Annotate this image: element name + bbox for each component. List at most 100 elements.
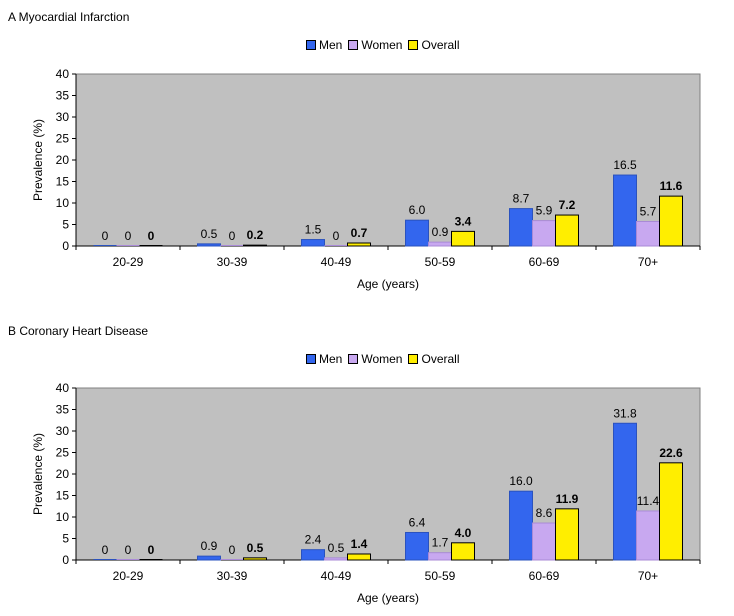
- bar-men-30-39: [197, 243, 221, 247]
- bar-overall-40-49: [347, 242, 371, 247]
- chart-myocardial-infarction: 0 5 10 15 20 25 30 35 40 0 0 0 20-29 0.5 0 0.2 30-39 1.5 0…: [0, 0, 734, 300]
- legend-label-overall: Overall: [421, 38, 460, 52]
- value-label-men-20-29: 0: [102, 229, 109, 243]
- value-label-overall-20-29: 0: [148, 229, 155, 243]
- legend-swatch-men: [306, 354, 316, 364]
- bar-women-40-49: [324, 557, 348, 561]
- chart-a-legend: Men Women Overall: [306, 38, 466, 52]
- x-axis-title: Age (years): [357, 591, 419, 605]
- value-label-men-70: 31.8: [613, 406, 637, 420]
- bar-men-30-39: [197, 555, 221, 561]
- value-label-men-60-69: 8.7: [513, 192, 530, 206]
- plot-area: [75, 387, 701, 561]
- y-tick-label: 5: [62, 532, 69, 546]
- value-label-overall-50-59: 4.0: [455, 526, 472, 540]
- value-label-women-70: 5.7: [640, 204, 657, 218]
- y-tick-label: 40: [56, 381, 70, 395]
- bar-women-60-69: [532, 522, 556, 561]
- value-label-women-30-39: 0: [229, 543, 236, 557]
- value-label-overall-40-49: 1.4: [351, 537, 368, 551]
- y-tick-label: 20: [56, 153, 70, 167]
- bar-overall-60-69: [555, 508, 579, 561]
- legend-item-overall: Overall: [408, 352, 460, 366]
- value-label-women-40-49: 0: [333, 229, 340, 243]
- x-tick-label-40-49: 40-49: [321, 569, 352, 583]
- value-label-women-70: 11.4: [637, 494, 660, 508]
- value-label-overall-20-29: 0: [148, 543, 155, 557]
- value-label-women-50-59: 1.7: [432, 536, 449, 550]
- legend-item-women: Women: [348, 352, 402, 366]
- x-tick-label-30-39: 30-39: [217, 569, 248, 583]
- value-label-men-50-59: 6.0: [409, 203, 426, 217]
- y-axis-title: Prevalence (%): [31, 433, 45, 515]
- y-tick-label: 10: [56, 196, 70, 210]
- chart-coronary-heart-disease: 0 5 10 15 20 25 30 35 40 0 0 0 20-29 0.9 0 0.5 30-39 2.4 0…: [0, 314, 734, 614]
- y-tick-label: 0: [62, 553, 69, 567]
- y-tick-label: 20: [56, 467, 70, 481]
- value-label-men-30-39: 0.5: [201, 227, 218, 241]
- bar-women-50-59: [428, 241, 452, 247]
- x-tick-label-70: 70+: [638, 569, 658, 583]
- value-label-overall-50-59: 3.4: [455, 214, 472, 228]
- value-label-men-40-49: 1.5: [305, 223, 322, 237]
- y-tick-label: 30: [56, 424, 70, 438]
- value-label-women-60-69: 8.6: [536, 506, 553, 520]
- x-tick-label-60-69: 60-69: [529, 569, 560, 583]
- bar-men-60-69: [509, 208, 533, 247]
- value-label-overall-60-69: 7.2: [559, 198, 576, 212]
- bar-women-70: [636, 220, 660, 247]
- legend-item-men: Men: [306, 38, 342, 52]
- legend-item-women: Women: [348, 38, 402, 52]
- value-label-men-20-29: 0: [102, 543, 109, 557]
- value-label-men-70: 16.5: [613, 158, 637, 172]
- value-label-overall-40-49: 0.7: [351, 226, 368, 240]
- bar-men-70: [613, 422, 637, 561]
- legend-label-overall: Overall: [421, 352, 460, 366]
- bar-overall-50-59: [451, 230, 475, 247]
- value-label-overall-60-69: 11.9: [556, 492, 579, 506]
- legend-item-overall: Overall: [408, 38, 460, 52]
- bar-overall-60-69: [555, 214, 579, 247]
- plot-area: [75, 73, 701, 247]
- legend-label-women: Women: [361, 352, 403, 366]
- value-label-women-60-69: 5.9: [536, 204, 553, 218]
- y-tick-label: 15: [56, 175, 70, 189]
- value-label-overall-70: 22.6: [659, 446, 683, 460]
- x-tick-label-50-59: 50-59: [425, 569, 456, 583]
- value-label-women-20-29: 0: [125, 229, 132, 243]
- chart-b-title: B Coronary Heart Disease: [8, 324, 149, 338]
- bar-men-60-69: [509, 490, 533, 561]
- bar-women-70: [636, 510, 660, 561]
- chart-a-title: A Myocardial Infarction: [8, 10, 130, 24]
- x-tick-label-60-69: 60-69: [529, 255, 560, 269]
- legend-swatch-overall: [408, 354, 419, 364]
- x-tick-label-30-39: 30-39: [217, 255, 248, 269]
- y-tick-label: 5: [62, 218, 69, 232]
- value-label-women-40-49: 0.5: [328, 541, 345, 555]
- value-label-men-40-49: 2.4: [305, 533, 322, 547]
- x-tick-label-50-59: 50-59: [425, 255, 456, 269]
- bar-overall-30-39: [243, 244, 267, 247]
- value-label-women-30-39: 0: [229, 229, 236, 243]
- x-axis-title: Age (years): [357, 277, 419, 291]
- x-tick-label-20-29: 20-29: [113, 255, 144, 269]
- legend-swatch-women: [348, 40, 359, 50]
- value-label-men-60-69: 16.0: [509, 474, 533, 488]
- legend-swatch-overall: [408, 40, 419, 50]
- y-tick-label: 35: [56, 89, 70, 103]
- y-tick-label: 40: [56, 67, 70, 81]
- chart-b-legend: Men Women Overall: [306, 352, 466, 366]
- value-label-men-30-39: 0.9: [201, 539, 218, 553]
- y-tick-label: 10: [56, 510, 70, 524]
- legend-label-women: Women: [361, 38, 403, 52]
- bar-men-40-49: [301, 239, 325, 247]
- value-label-overall-70: 11.6: [660, 179, 683, 193]
- bar-men-50-59: [405, 531, 429, 561]
- bar-women-60-69: [532, 220, 556, 247]
- legend-item-men: Men: [306, 352, 342, 366]
- value-label-women-50-59: 0.9: [432, 225, 449, 239]
- chart-b-plot: 0 5 10 15 20 25 30 35 40 0 0 0 20-29 0.9 0 0.5 30-39 2.4 0…: [31, 381, 701, 605]
- bar-overall-70: [659, 462, 683, 561]
- legend-label-men: Men: [319, 352, 343, 366]
- y-tick-label: 35: [56, 403, 70, 417]
